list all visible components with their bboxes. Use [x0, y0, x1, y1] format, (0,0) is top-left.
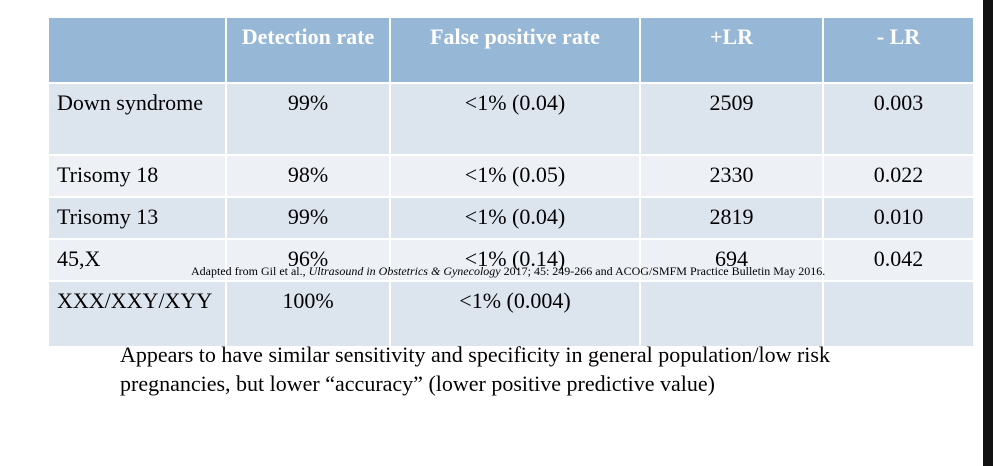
cell-negative-lr [824, 282, 973, 346]
cell-negative-lr: 0.042 [824, 240, 973, 280]
cell-detection-rate: 99% [227, 198, 389, 238]
table-header-row: Detection rate False positive rate +LR -… [49, 18, 973, 82]
summary-text: Appears to have similar sensitivity and … [120, 342, 830, 396]
cell-condition: XXX/XXY/XYY [49, 282, 225, 346]
cell-positive-lr: 2330 [641, 156, 822, 196]
header-false-positive-rate: False positive rate [391, 18, 639, 82]
cell-detection-rate: 98% [227, 156, 389, 196]
cell-detection-rate: 100% [227, 282, 389, 346]
table-row: Down syndrome 99% <1% (0.04) 2509 0.003 [49, 84, 973, 154]
citation-suffix: 2017; 45: 249-266 and ACOG/SMFM Practice… [500, 264, 826, 278]
source-citation: Adapted from Gil et al., Ultrasound in O… [191, 263, 825, 279]
header-positive-lr: +LR [641, 18, 822, 82]
header-negative-lr: - LR [824, 18, 973, 82]
citation-journal: Ultrasound in Obstetrics & Gynecology [308, 264, 501, 278]
table-row: XXX/XXY/XYY 100% <1% (0.004) [49, 282, 973, 346]
cell-negative-lr: 0.010 [824, 198, 973, 238]
cell-positive-lr: 2509 [641, 84, 822, 154]
cell-false-positive-rate: <1% (0.04) [391, 198, 639, 238]
cell-negative-lr: 0.022 [824, 156, 973, 196]
cell-false-positive-rate: <1% (0.04) [391, 84, 639, 154]
cell-false-positive-rate: <1% (0.14) [391, 240, 639, 280]
header-condition [49, 18, 225, 82]
cell-condition: Down syndrome [49, 84, 225, 154]
citation-prefix: Adapted from Gil et al., [191, 264, 309, 278]
table-row: Trisomy 13 99% <1% (0.04) 2819 0.010 [49, 198, 973, 238]
cell-condition: Trisomy 13 [49, 198, 225, 238]
table-row: 45,X 96% <1% (0.14) 694 0.042 [49, 240, 973, 280]
screening-performance-table: Detection rate False positive rate +LR -… [47, 16, 975, 348]
cell-false-positive-rate: <1% (0.004) [391, 282, 639, 346]
cell-negative-lr: 0.003 [824, 84, 973, 154]
header-detection-rate: Detection rate [227, 18, 389, 82]
cell-positive-lr: 2819 [641, 198, 822, 238]
cell-false-positive-rate: <1% (0.05) [391, 156, 639, 196]
cell-condition: 45,X [49, 240, 225, 280]
cell-positive-lr [641, 282, 822, 346]
window-edge-bar [983, 0, 993, 466]
cell-condition: Trisomy 18 [49, 156, 225, 196]
cell-positive-lr: 694 [641, 240, 822, 280]
cell-detection-rate: 96% [227, 240, 389, 280]
table-row: Trisomy 18 98% <1% (0.05) 2330 0.022 [49, 156, 973, 196]
cell-detection-rate: 99% [227, 84, 389, 154]
